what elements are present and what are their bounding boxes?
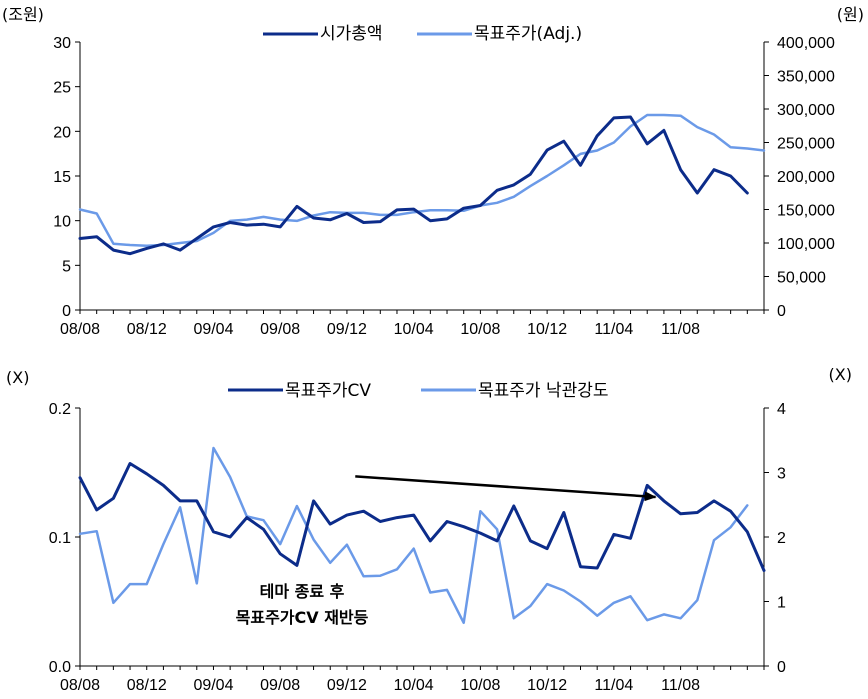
chart-2-x-ticks: 08/08 08/12 09/04 09/08 09/12 10/04 10/08 10/12… xyxy=(60,666,765,694)
y-right-tick-label: 4 xyxy=(777,401,786,418)
y-right-tick-label: 50,000 xyxy=(777,270,826,287)
y-right-tick-label: 200,000 xyxy=(777,169,835,186)
chart-1-y-right-ticks: 0 50,000 100,000 150,000 200,000 250,000 300,0… xyxy=(764,35,835,320)
chart-1: (조원) (원) 시가총액 목표주가(Adj.) 0 5 10 15 20 25 30 0 5… xyxy=(2,5,864,338)
x-tick-label: 08/12 xyxy=(127,677,167,694)
chart-2-left-unit: (X) xyxy=(6,368,29,387)
legend-label-market-cap: 시가총액 xyxy=(320,24,383,44)
legend-label-target-cv: 목표주가CV xyxy=(285,381,371,401)
y-right-tick-label: 400,000 xyxy=(777,35,835,52)
y-right-tick-label: 1 xyxy=(777,595,786,612)
chart-2: (X) (X) 목표주가CV 목표주가 낙관강도 0.0 0.1 0.2 0 1 2 3 4… xyxy=(6,365,852,694)
x-tick-label: 08/08 xyxy=(60,677,100,694)
x-tick-label: 10/12 xyxy=(527,677,567,694)
chart-1-right-unit: (원) xyxy=(837,5,864,24)
x-tick-label: 11/04 xyxy=(594,677,633,694)
y-right-tick-label: 0 xyxy=(777,659,786,676)
chart-1-y-left-ticks: 0 5 10 15 20 25 30 xyxy=(53,35,80,320)
x-tick-label: 08/08 xyxy=(60,321,100,338)
chart-2-y-right-ticks: 0 1 2 3 4 xyxy=(764,401,786,676)
y-left-tick-label: 30 xyxy=(53,35,71,52)
trend-arrow xyxy=(355,475,657,502)
x-tick-label: 11/08 xyxy=(661,677,700,694)
y-left-tick-label: 0.2 xyxy=(49,401,71,418)
series-line-dark xyxy=(78,115,749,256)
y-right-tick-label: 100,000 xyxy=(777,236,835,253)
annotation-text-line: 테마 종료 후 xyxy=(260,582,345,601)
y-left-tick-label: 0.1 xyxy=(49,530,71,547)
x-tick-label: 08/12 xyxy=(127,321,167,338)
legend-label-optimism: 목표주가 낙관강도 xyxy=(478,381,609,401)
x-tick-label: 10/04 xyxy=(394,321,434,338)
x-tick-label: 09/08 xyxy=(260,321,300,338)
x-tick-label: 09/04 xyxy=(193,321,233,338)
chart-2-y-left-ticks: 0.0 0.1 0.2 xyxy=(49,401,80,676)
y-right-tick-label: 250,000 xyxy=(777,136,835,153)
chart-1-legend: 시가총액 목표주가(Adj.) xyxy=(263,24,582,44)
y-right-tick-label: 300,000 xyxy=(777,102,835,119)
x-tick-label: 10/12 xyxy=(527,321,567,338)
y-left-tick-label: 25 xyxy=(53,80,71,97)
x-tick-label: 10/04 xyxy=(394,677,434,694)
chart-2-legend: 목표주가CV 목표주가 낙관강도 xyxy=(228,381,609,401)
y-left-tick-label: 15 xyxy=(53,169,71,186)
chart-1-series xyxy=(78,113,766,256)
chart-1-axes xyxy=(79,42,765,311)
series-line-light xyxy=(78,113,766,247)
series-line-dark xyxy=(78,462,766,572)
y-right-tick-label: 350,000 xyxy=(777,69,835,86)
y-left-tick-label: 10 xyxy=(53,214,71,231)
x-tick-label: 09/04 xyxy=(193,677,233,694)
y-left-tick-label: 0.0 xyxy=(49,659,71,676)
y-right-tick-label: 2 xyxy=(777,530,786,547)
y-left-tick-label: 20 xyxy=(53,124,71,141)
x-tick-label: 09/12 xyxy=(327,677,367,694)
y-left-tick-label: 0 xyxy=(62,303,71,320)
y-right-tick-label: 3 xyxy=(777,466,786,483)
chart-2-axes xyxy=(79,408,765,667)
y-right-tick-label: 0 xyxy=(777,303,786,320)
y-left-tick-label: 5 xyxy=(62,258,71,275)
y-right-tick-label: 150,000 xyxy=(777,203,835,220)
x-tick-label: 09/12 xyxy=(327,321,367,338)
chart-2-right-unit: (X) xyxy=(829,365,852,384)
legend-label-target-price: 목표주가(Adj.) xyxy=(474,24,582,44)
x-tick-label: 10/08 xyxy=(460,321,500,338)
annotation-text-line: 목표주가CV 재반등 xyxy=(236,608,369,627)
chart-1-left-unit: (조원) xyxy=(2,5,44,24)
chart-1-x-ticks: 08/08 08/12 09/04 09/08 09/12 10/04 10/08 10/12… xyxy=(60,310,765,338)
x-tick-label: 10/08 xyxy=(460,677,500,694)
x-tick-label: 11/08 xyxy=(661,321,700,338)
series-line-light xyxy=(78,446,749,625)
x-tick-label: 11/04 xyxy=(594,321,633,338)
x-tick-label: 09/08 xyxy=(260,677,300,694)
chart-2-series xyxy=(78,446,766,625)
